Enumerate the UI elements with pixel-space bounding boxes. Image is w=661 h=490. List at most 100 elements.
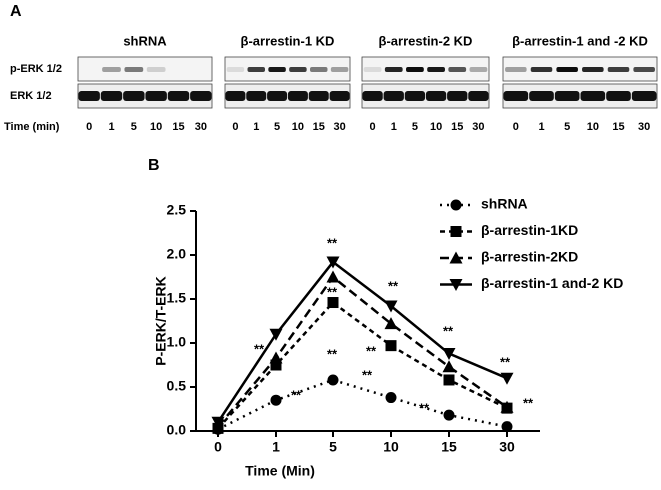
- series-line: [217, 275, 508, 428]
- band: [308, 91, 329, 101]
- lane-time: 0: [86, 121, 92, 133]
- band: [225, 91, 246, 101]
- band: [469, 67, 488, 72]
- band: [631, 91, 657, 101]
- marker: [384, 300, 398, 313]
- lane-time: 15: [612, 121, 624, 133]
- lane-time: 15: [172, 121, 184, 133]
- x-tick-label: 1: [272, 439, 280, 455]
- marker: [443, 409, 455, 421]
- marker: [270, 359, 282, 371]
- panel-label: A: [10, 3, 22, 20]
- band: [447, 91, 468, 101]
- marker: [449, 251, 463, 264]
- blot: [361, 56, 490, 82]
- x-tick-label: 5: [329, 439, 337, 455]
- marker: [327, 374, 339, 386]
- band: [468, 91, 489, 101]
- lane-time: 1: [391, 121, 397, 133]
- lane-time: 5: [564, 121, 570, 133]
- significance: **: [254, 341, 265, 356]
- band: [102, 67, 121, 72]
- y-axis-title: P-ERK/T-ERK: [153, 276, 169, 365]
- band: [556, 67, 578, 72]
- blot: [502, 83, 658, 109]
- band: [247, 67, 265, 72]
- lane-time: 5: [131, 121, 137, 133]
- marker: [269, 328, 283, 341]
- marker: [500, 400, 514, 413]
- band: [582, 67, 604, 72]
- band: [427, 67, 445, 72]
- band: [505, 67, 527, 72]
- x-axis-title: Time (Min): [245, 463, 315, 479]
- band: [167, 91, 190, 101]
- blot: [502, 56, 658, 82]
- blot: [77, 56, 213, 82]
- band: [190, 91, 212, 101]
- lane-time: 10: [150, 121, 162, 133]
- group-title: β-arrestin-1 and -2 KD: [512, 33, 648, 48]
- marker: [326, 256, 340, 269]
- marker: [449, 279, 463, 291]
- significance: **: [443, 323, 454, 338]
- row-label: ERK 1/2: [10, 90, 52, 102]
- band: [607, 67, 630, 72]
- band: [363, 67, 382, 72]
- significance: **: [500, 354, 511, 369]
- y-tick-label: 1.5: [167, 290, 187, 306]
- significance: **: [327, 235, 338, 250]
- band: [226, 67, 245, 72]
- blot: [77, 83, 213, 109]
- significance: **: [523, 395, 534, 410]
- band: [146, 67, 166, 72]
- marker: [500, 372, 514, 385]
- time-label: Time (min): [4, 121, 60, 133]
- band: [310, 67, 328, 72]
- band: [448, 67, 467, 72]
- group-title: shRNA: [123, 33, 167, 48]
- marker: [450, 199, 462, 211]
- lane-time: 10: [292, 121, 304, 133]
- band: [289, 67, 307, 72]
- row-label: p-ERK 1/2: [10, 63, 62, 75]
- lane-time: 15: [313, 121, 325, 133]
- band: [404, 91, 426, 101]
- marker: [385, 340, 397, 352]
- marker: [327, 297, 339, 309]
- lane-time: 1: [108, 121, 114, 133]
- band: [580, 91, 606, 101]
- legend-label: β-arrestin-1KD: [481, 222, 578, 238]
- legend-label: β-arrestin-1 and-2 KD: [481, 275, 623, 291]
- band: [268, 67, 286, 72]
- band: [362, 91, 383, 101]
- blot: [224, 83, 351, 109]
- x-tick-label: 30: [499, 439, 515, 455]
- lane-time: 10: [587, 121, 599, 133]
- significance: **: [388, 278, 399, 293]
- significance: **: [362, 367, 373, 382]
- lane-time: 1: [253, 121, 259, 133]
- significance: **: [327, 346, 338, 361]
- significance: **: [419, 400, 430, 415]
- blot: [361, 83, 490, 109]
- band: [267, 91, 288, 101]
- marker: [443, 374, 455, 386]
- band: [287, 91, 308, 101]
- band: [100, 91, 123, 101]
- band: [329, 91, 350, 101]
- x-tick-label: 10: [383, 439, 399, 455]
- panel-label: B: [148, 157, 160, 174]
- marker: [326, 270, 340, 283]
- band: [123, 91, 145, 101]
- x-tick-label: 15: [441, 439, 457, 455]
- band: [78, 91, 100, 101]
- lane-time: 30: [333, 121, 345, 133]
- marker: [270, 394, 282, 406]
- marker: [385, 392, 397, 404]
- band: [124, 67, 144, 72]
- marker: [442, 360, 456, 373]
- group-title: β-arrestin-2 KD: [379, 33, 473, 48]
- lane-time: 15: [451, 121, 463, 133]
- lane-time: 0: [513, 121, 519, 133]
